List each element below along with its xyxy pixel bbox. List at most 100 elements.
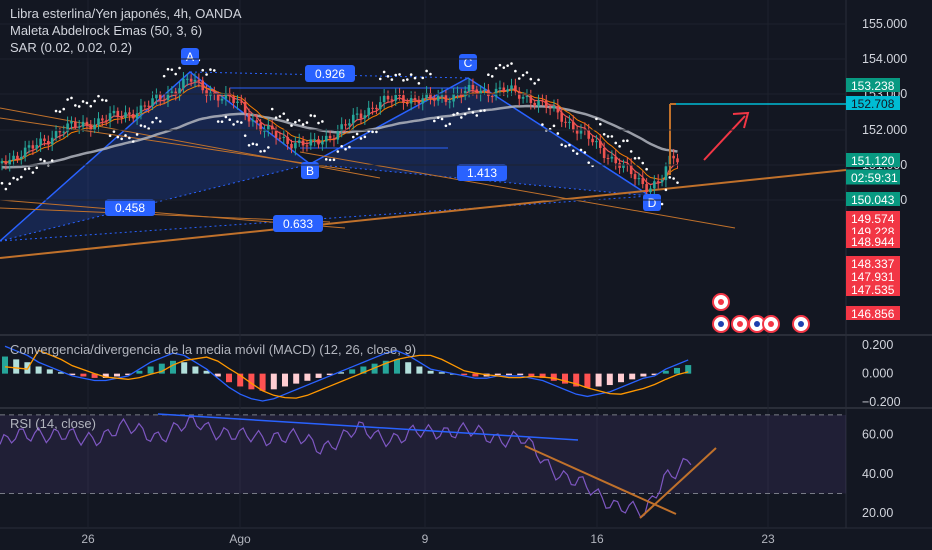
candle — [602, 147, 606, 159]
sar-dot — [81, 100, 85, 103]
forecast-arrowhead — [732, 111, 750, 129]
sar-dot — [487, 73, 490, 77]
sar-dot — [224, 115, 228, 119]
candle — [521, 96, 525, 99]
sar-dot — [517, 77, 521, 80]
candle — [448, 101, 452, 103]
sar-dot — [4, 187, 8, 191]
candle — [162, 99, 166, 101]
sar-dot — [355, 132, 359, 136]
rsi-legend[interactable]: RSI (14, close) — [10, 416, 96, 431]
sar-dot — [525, 71, 529, 74]
candle — [294, 143, 297, 149]
sar-dot — [568, 143, 571, 147]
macd-bar — [472, 373, 479, 377]
candle — [332, 138, 336, 140]
rsi-y-tick-label: 20.00 — [862, 506, 893, 520]
pattern-point-label: C — [464, 56, 473, 70]
sar-dot — [274, 116, 278, 119]
candle — [494, 88, 498, 97]
macd-bar — [494, 373, 501, 376]
sar-dot — [564, 144, 567, 148]
candle — [255, 120, 259, 123]
ema-slow-line — [1, 104, 678, 169]
macd-bar — [114, 373, 120, 377]
sar-dot — [452, 113, 455, 116]
candle — [321, 141, 324, 145]
candle — [622, 164, 625, 168]
sar-dot — [255, 143, 259, 146]
x-tick-label: 9 — [422, 532, 429, 546]
macd-bar — [573, 373, 580, 387]
candle — [81, 121, 85, 127]
candle — [653, 181, 656, 189]
sar-dot — [23, 167, 27, 171]
harmonic-triangle-bcd — [310, 78, 650, 196]
candles — [0, 72, 679, 200]
pattern-point-label: D — [648, 196, 657, 210]
ratio-badge — [305, 65, 355, 82]
sar-dot — [633, 156, 637, 160]
macd-legend[interactable]: Convergencia/divergencia de la media móv… — [10, 342, 417, 357]
harmonic-connector — [0, 163, 311, 242]
candle — [575, 129, 579, 134]
candle — [610, 156, 614, 159]
candle — [340, 124, 343, 132]
candle — [336, 131, 340, 140]
y-tick-label: 154.000 — [862, 52, 907, 66]
sar-dot — [521, 73, 525, 77]
sar-dot — [297, 119, 301, 122]
rsi-y-tick-label: 60.00 — [862, 428, 893, 442]
ema-legend[interactable]: Maleta Abdelrock Emas (50, 3, 6) — [10, 23, 203, 38]
sar-dot — [124, 134, 127, 137]
sar-dot — [290, 124, 293, 127]
sar-dots — [0, 53, 679, 210]
sar-dot — [147, 127, 150, 130]
candle — [587, 130, 591, 139]
candle — [514, 85, 517, 92]
candle — [664, 166, 668, 181]
sar-dot — [228, 118, 232, 121]
candle — [170, 91, 174, 93]
symbol-legend[interactable]: Libra esterlina/Yen japonés, 4h, OANDA — [10, 6, 242, 21]
candle — [548, 107, 552, 109]
sar-dot — [637, 156, 641, 160]
candle — [490, 96, 494, 98]
candle — [74, 121, 77, 128]
x-tick-label: Ago — [229, 532, 251, 546]
sar-dot — [205, 73, 208, 76]
candle — [633, 174, 637, 180]
macd-bar — [416, 366, 423, 374]
sar-dot — [456, 111, 459, 115]
sar-legend[interactable]: SAR (0.02, 0.02, 0.2) — [10, 40, 133, 55]
candle — [579, 129, 583, 134]
sar-dot — [533, 82, 536, 85]
sar-dot — [340, 144, 343, 148]
candle — [278, 137, 282, 139]
price-label-tag — [846, 211, 900, 225]
candle — [348, 123, 351, 126]
macd-bar — [203, 370, 210, 374]
sar-dot — [317, 121, 320, 125]
ratio-badge — [105, 199, 155, 216]
pattern-point-label: B — [306, 164, 314, 178]
candle — [282, 136, 286, 138]
sar-dot — [664, 188, 668, 192]
sar-dot — [359, 137, 363, 140]
candle — [116, 110, 120, 118]
candle — [614, 156, 618, 164]
harmonic-connector — [189, 71, 469, 79]
macd-bar — [662, 370, 669, 374]
sar-dot — [74, 104, 77, 107]
sar-dot — [97, 94, 100, 98]
candle — [35, 144, 39, 149]
candle — [39, 138, 42, 145]
sar-dot — [406, 78, 409, 81]
candle — [394, 95, 398, 101]
price-label-tag — [846, 153, 900, 167]
candle — [571, 121, 575, 130]
candle — [328, 135, 332, 139]
forecast-arrow — [703, 115, 746, 161]
candle — [417, 99, 421, 104]
